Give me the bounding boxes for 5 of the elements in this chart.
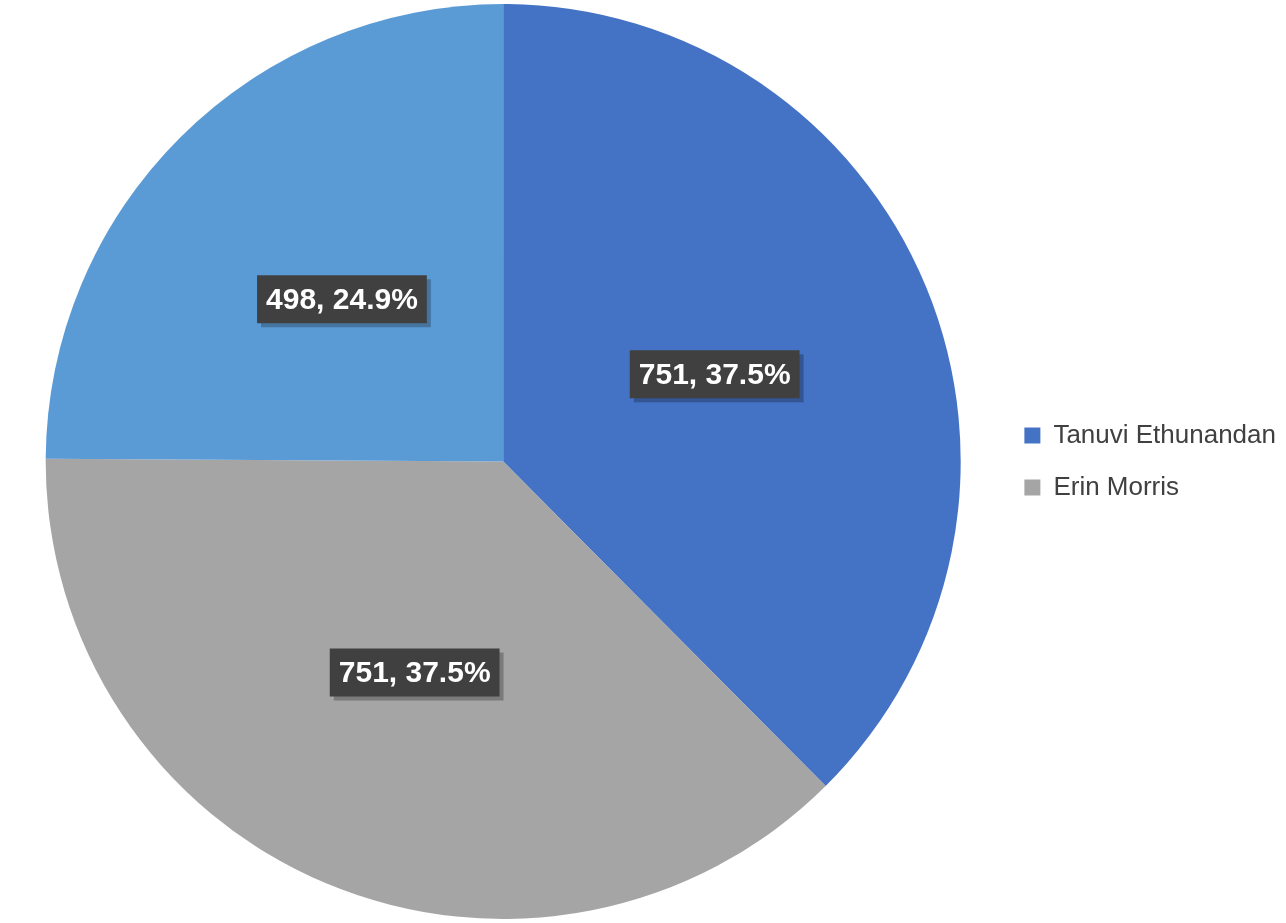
data-label: 751, 37.5% — [338, 654, 491, 688]
data-label: 498, 24.9% — [266, 281, 418, 315]
legend-label: Tanuvi Ethunandan — [1053, 418, 1276, 449]
legend-label: Erin Morris — [1053, 470, 1180, 501]
data-label: 751, 37.5% — [638, 356, 791, 390]
